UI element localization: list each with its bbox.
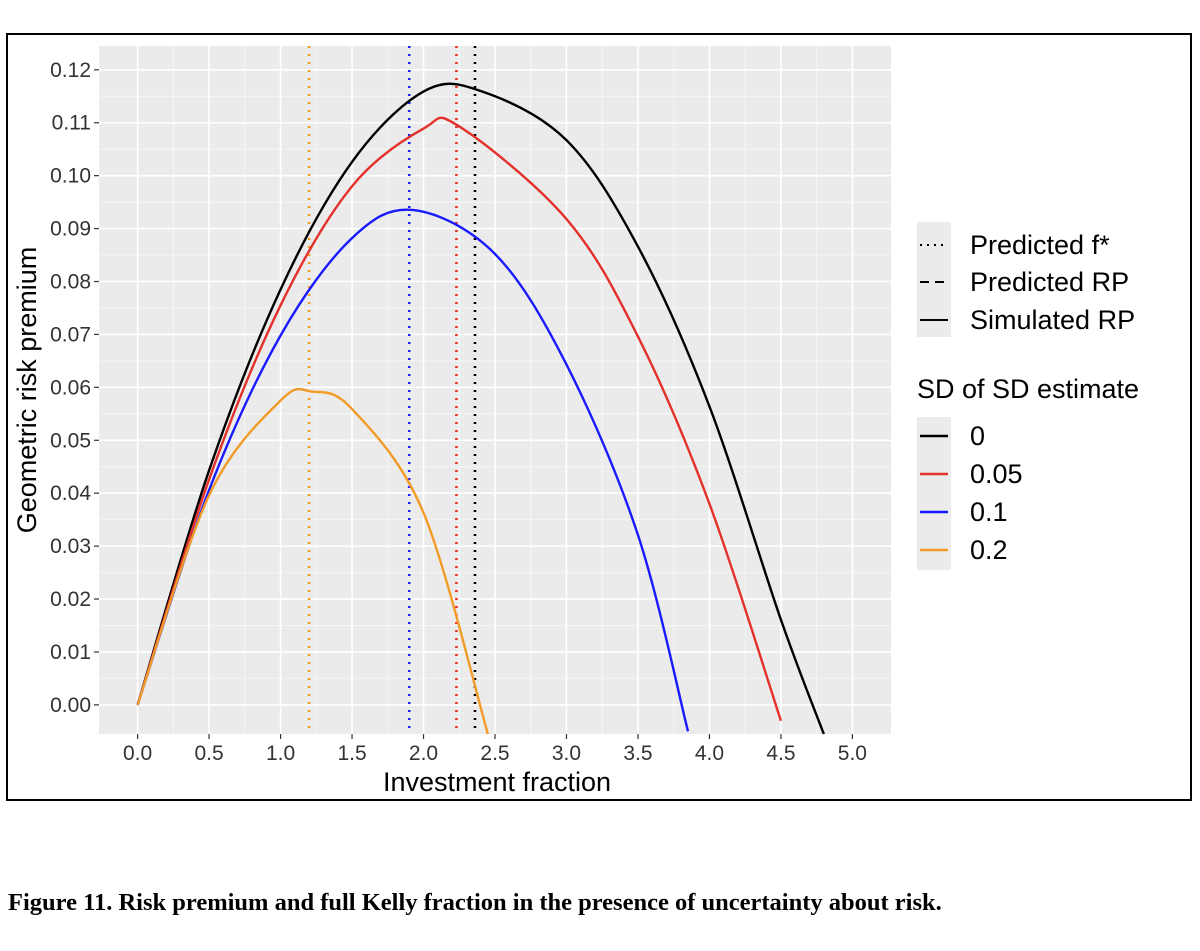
x-tick-label: 3.5 xyxy=(623,742,652,765)
x-tick-label: 3.0 xyxy=(552,742,581,765)
legend-key-background xyxy=(917,222,951,337)
y-tick-label: 0.09 xyxy=(50,218,91,241)
legend-item-predicted-f-star: Predicted f* xyxy=(970,230,1110,260)
x-tick-label: 2.0 xyxy=(409,742,438,765)
x-tick-label: 1.0 xyxy=(266,742,295,765)
y-tick-label: 0.03 xyxy=(50,535,91,558)
y-tick-label: 0.12 xyxy=(50,59,91,82)
y-tick-label: 0.05 xyxy=(50,429,91,452)
x-tick-label: 4.0 xyxy=(695,742,724,765)
x-tick-label: 4.5 xyxy=(766,742,795,765)
y-tick-label: 0.08 xyxy=(50,271,91,294)
y-tick-label: 0.01 xyxy=(50,641,91,664)
legend-linetype: Predicted f* Predicted RP Simulated RP xyxy=(917,222,1135,337)
simulated-rp-curves xyxy=(136,82,825,735)
x-tick-label: 2.5 xyxy=(480,742,509,765)
legend-color-keys xyxy=(920,434,948,552)
series-line-0 xyxy=(136,82,825,735)
legend-item-simulated-rp: Simulated RP xyxy=(970,305,1135,335)
figure-caption: Figure 11. Risk premium and full Kelly f… xyxy=(8,889,942,916)
y-tick-label: 0.02 xyxy=(50,588,91,611)
grid-major xyxy=(99,46,891,734)
y-tick-label: 0.10 xyxy=(50,165,91,188)
legend-color: SD of SD estimate 0 0.05 0.1 0.2 xyxy=(917,374,1139,570)
x-axis-title: Investment fraction xyxy=(383,767,611,797)
chart: 0.0 0.5 1.0 1.5 2.0 2.5 3.0 3.5 4.0 4.5 5.0 0.000.… xyxy=(12,46,1139,797)
y-axis-title: Geometric risk premium xyxy=(12,247,42,534)
legend-color-title: SD of SD estimate xyxy=(917,374,1139,404)
series-line-0.1 xyxy=(136,208,690,732)
x-tick-label: 0.0 xyxy=(123,742,152,765)
legend-item-sd-0-2: 0.2 xyxy=(970,535,1008,565)
legend-item-sd-0-1: 0.1 xyxy=(970,497,1008,527)
legend-item-sd-0-05: 0.05 xyxy=(970,459,1023,489)
y-tick-label: 0.07 xyxy=(50,323,91,346)
legend-item-sd-0: 0 xyxy=(970,421,985,451)
y-tick-label: 0.04 xyxy=(50,482,91,505)
x-tick-label: 5.0 xyxy=(838,742,867,765)
y-axis-ticks: 0.00 0.01 0.02 0.03 0.04 0.05 0.06 0.07 0.08 0.09… xyxy=(50,59,99,717)
y-tick-label: 0.11 xyxy=(52,112,91,135)
y-tick-label: 0.00 xyxy=(50,694,91,717)
x-axis-ticks: 0.0 0.5 1.0 1.5 2.0 2.5 3.0 3.5 4.0 4.5 5.0 xyxy=(123,734,867,765)
series-line-0.05 xyxy=(136,116,783,722)
series-line-0.2 xyxy=(136,387,490,735)
legend-key-background xyxy=(917,417,951,570)
x-tick-label: 0.5 xyxy=(194,742,223,765)
legend-item-predicted-rp: Predicted RP xyxy=(970,267,1129,297)
y-tick-label: 0.06 xyxy=(50,376,91,399)
x-tick-label: 1.5 xyxy=(337,742,366,765)
